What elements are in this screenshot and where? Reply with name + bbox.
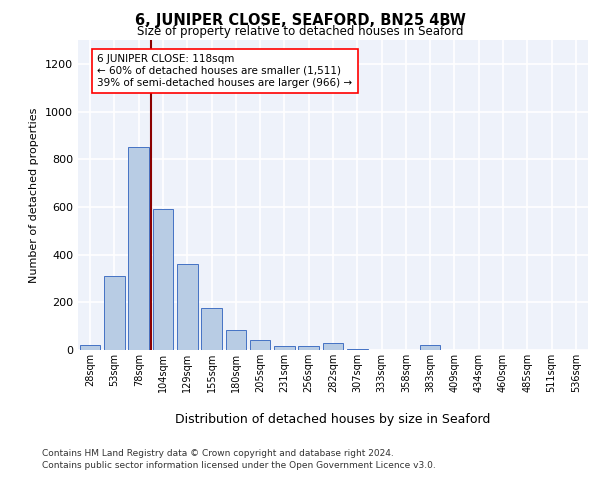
- Bar: [201, 308, 222, 350]
- Text: Contains public sector information licensed under the Open Government Licence v3: Contains public sector information licen…: [42, 461, 436, 470]
- Bar: [152, 210, 173, 350]
- Bar: [128, 148, 149, 350]
- Text: 6, JUNIPER CLOSE, SEAFORD, BN25 4BW: 6, JUNIPER CLOSE, SEAFORD, BN25 4BW: [134, 12, 466, 28]
- Bar: [347, 349, 368, 350]
- Bar: [177, 264, 197, 350]
- Text: Distribution of detached houses by size in Seaford: Distribution of detached houses by size …: [175, 412, 491, 426]
- Y-axis label: Number of detached properties: Number of detached properties: [29, 108, 40, 282]
- Text: 6 JUNIPER CLOSE: 118sqm
← 60% of detached houses are smaller (1,511)
39% of semi: 6 JUNIPER CLOSE: 118sqm ← 60% of detache…: [97, 54, 353, 88]
- Bar: [104, 276, 125, 350]
- Bar: [420, 345, 440, 350]
- Bar: [298, 346, 319, 350]
- Text: Size of property relative to detached houses in Seaford: Size of property relative to detached ho…: [137, 25, 463, 38]
- Bar: [226, 330, 246, 350]
- Bar: [80, 345, 100, 350]
- Bar: [323, 343, 343, 350]
- Bar: [274, 346, 295, 350]
- Bar: [250, 340, 271, 350]
- Text: Contains HM Land Registry data © Crown copyright and database right 2024.: Contains HM Land Registry data © Crown c…: [42, 448, 394, 458]
